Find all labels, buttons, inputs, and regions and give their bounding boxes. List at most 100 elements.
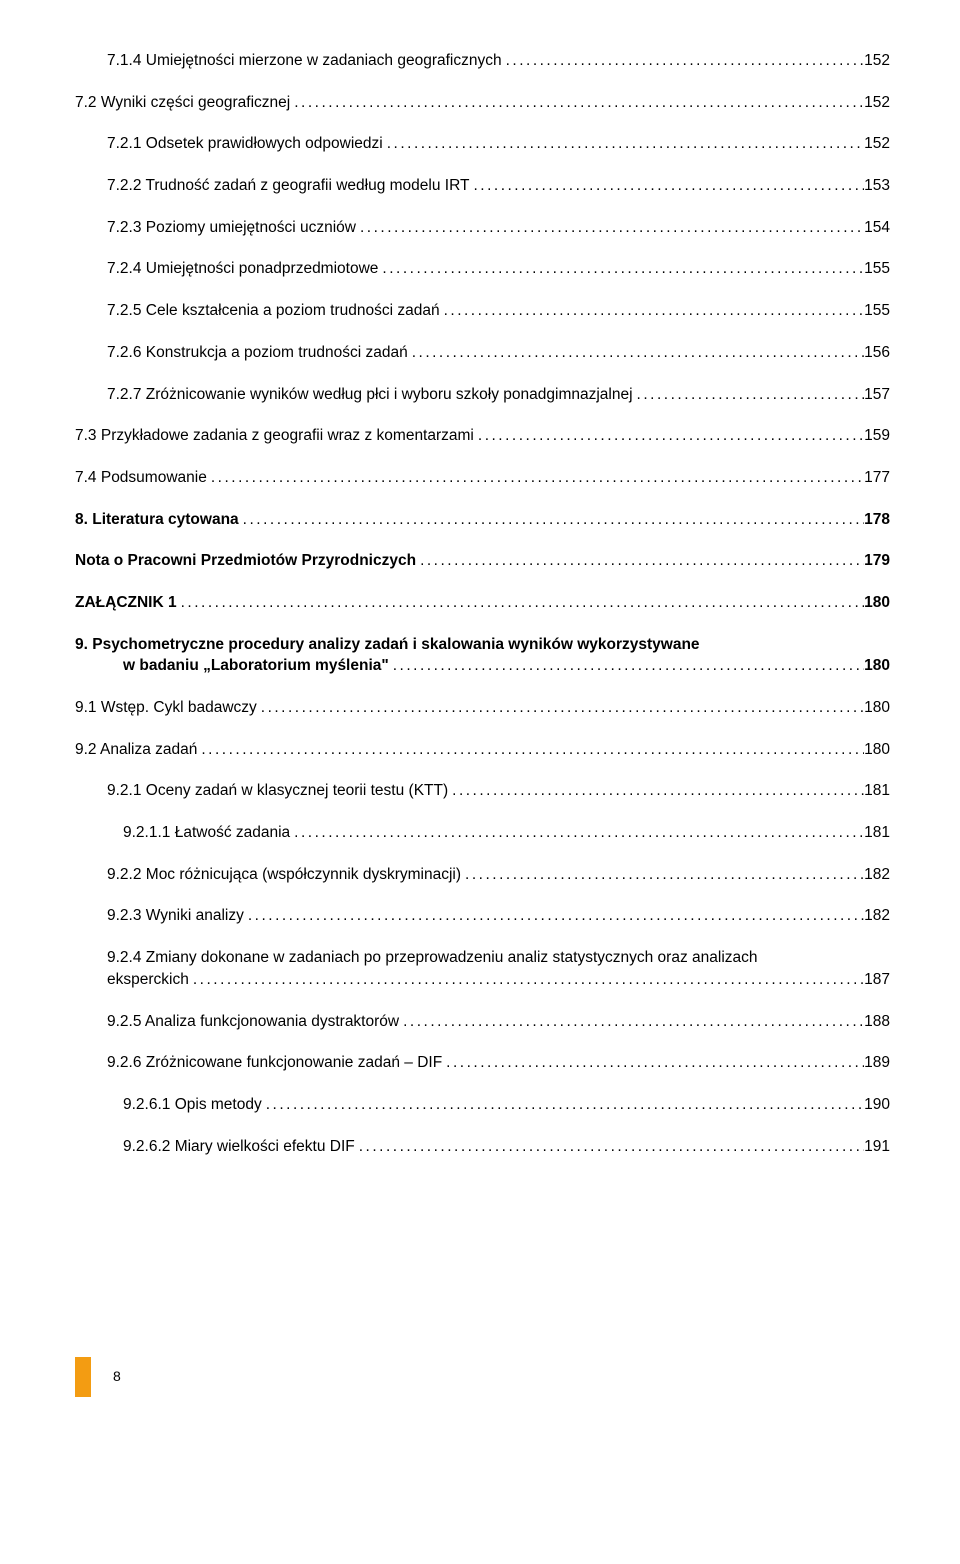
toc-entry-label: 9.2.1.1 Łatwość zadania [123, 822, 290, 844]
toc-entry-page: 180 [864, 697, 890, 719]
toc-entry: 7.3 Przykładowe zadania z geografii wraz… [75, 425, 890, 447]
toc-entry: 9.2.6.1 Opis metody 190 [123, 1094, 890, 1116]
toc-entry: 9.2.5 Analiza funkcjonowania dystraktoró… [107, 1011, 890, 1033]
toc-entry: 9.2.1.1 Łatwość zadania181 [123, 822, 890, 844]
toc-entry-page: 152 [864, 50, 890, 72]
toc-entry-label: 9.2.2 Moc różnicująca (współczynnik dysk… [107, 864, 461, 886]
toc-entry-label: 9.2.6.1 Opis metody [123, 1094, 262, 1116]
toc-entry-label: 7.2.6 Konstrukcja a poziom trudności zad… [107, 342, 408, 364]
toc-entry: 7.2.3 Poziomy umiejętności uczniów 154 [107, 217, 890, 239]
toc-leader-dots [378, 258, 864, 280]
toc-entry: 9.2.4 Zmiany dokonane w zadaniach po prz… [107, 947, 890, 990]
toc-entry: 7.2.4 Umiejętności ponadprzedmiotowe 155 [107, 258, 890, 280]
toc-entry-label: 7.2 Wyniki części geograficznej [75, 92, 290, 114]
toc-leader-dots [633, 384, 865, 406]
toc-entry-label: 7.2.1 Odsetek prawidłowych odpowiedzi [107, 133, 383, 155]
toc-entry-label: 9.2.6 Zróżnicowane funkcjonowanie zadań … [107, 1052, 442, 1074]
toc-leader-dots [399, 1011, 864, 1033]
toc-leader-dots [290, 92, 864, 114]
toc-entry-page: 152 [864, 92, 890, 114]
toc-entry: 8. Literatura cytowana 178 [75, 509, 890, 531]
toc-entry-label: 7.4 Podsumowanie [75, 467, 207, 489]
toc-entry-label: 8. Literatura cytowana [75, 509, 239, 531]
toc-leader-dots [461, 864, 864, 886]
toc-entry-page: 180 [864, 592, 890, 614]
toc-entry-page: 179 [864, 550, 890, 572]
toc-entry: 7.2.6 Konstrukcja a poziom trudności zad… [107, 342, 890, 364]
toc-entry: 7.1.4 Umiejętności mierzone w zadaniach … [107, 50, 890, 72]
toc-leader-dots [408, 342, 864, 364]
toc-entry-page: 156 [864, 342, 890, 364]
toc-leader-dots [440, 300, 865, 322]
toc-entry: 7.2.2 Trudność zadań z geografii według … [107, 175, 890, 197]
toc-entry-page: 190 [864, 1094, 890, 1116]
toc-entry-label: 7.1.4 Umiejętności mierzone w zadaniach … [107, 50, 502, 72]
toc-entry-page: 157 [864, 384, 890, 406]
toc-entry-label: 9.2 Analiza zadań [75, 739, 197, 761]
toc-leader-dots [189, 969, 864, 991]
toc-entry-label: 7.2.4 Umiejętności ponadprzedmiotowe [107, 258, 378, 280]
toc-entry-label: 7.2.2 Trudność zadań z geografii według … [107, 175, 469, 197]
toc-entry: 7.2.7 Zróżnicowanie wyników według płci … [107, 384, 890, 406]
toc-entry-page: 178 [864, 509, 890, 531]
toc-entry-page: 189 [864, 1052, 890, 1074]
toc-leader-dots [197, 739, 864, 761]
toc-leader-dots [383, 133, 864, 155]
toc-entry-label: w badaniu „Laboratorium myślenia" [123, 655, 389, 677]
toc-entry-page: 177 [864, 467, 890, 489]
toc-leader-dots [290, 822, 864, 844]
toc-entry: 9.2.6.2 Miary wielkości efektu DIF191 [123, 1136, 890, 1158]
toc-entry-label: 9.2.5 Analiza funkcjonowania dystraktoró… [107, 1011, 399, 1033]
toc-entry-page: 188 [864, 1011, 890, 1033]
toc-leader-dots [355, 1136, 864, 1158]
toc-entry-label: Nota o Pracowni Przedmiotów Przyrodniczy… [75, 550, 416, 572]
toc-entry-page: 159 [864, 425, 890, 447]
toc-leader-dots [448, 780, 864, 802]
page-footer: 8 [75, 1357, 890, 1397]
toc-entry-page: 152 [864, 133, 890, 155]
toc-entry-page: 154 [864, 217, 890, 239]
page-number: 8 [113, 1367, 121, 1387]
toc-entry-label: 7.2.3 Poziomy umiejętności uczniów [107, 217, 356, 239]
toc-entry: 9.2.3 Wyniki analizy 182 [107, 905, 890, 927]
toc-entry: 9.2.2 Moc różnicująca (współczynnik dysk… [107, 864, 890, 886]
toc-entry-label: ZAŁĄCZNIK 1 [75, 592, 177, 614]
toc-entry-page: 187 [864, 969, 890, 991]
toc-leader-dots [502, 50, 865, 72]
toc-leader-dots [207, 467, 864, 489]
toc-leader-dots [469, 175, 864, 197]
toc-leader-dots [416, 550, 864, 572]
toc-entry-page: 180 [864, 655, 890, 677]
toc-leader-dots [474, 425, 864, 447]
toc-entry-label: 7.2.5 Cele kształcenia a poziom trudnośc… [107, 300, 440, 322]
toc-entry: 9.2.1 Oceny zadań w klasycznej teorii te… [107, 780, 890, 802]
toc-entry-page: 182 [864, 864, 890, 886]
toc-entry-page: 153 [864, 175, 890, 197]
toc-leader-dots [244, 905, 864, 927]
toc-entry: 7.2 Wyniki części geograficznej 152 [75, 92, 890, 114]
accent-bar [75, 1357, 91, 1397]
toc-entry-page: 191 [864, 1136, 890, 1158]
toc-entry-label: 9.2.1 Oceny zadań w klasycznej teorii te… [107, 780, 448, 802]
toc-leader-dots [257, 697, 864, 719]
toc-entry: Nota o Pracowni Przedmiotów Przyrodniczy… [75, 550, 890, 572]
toc-leader-dots [262, 1094, 864, 1116]
table-of-contents: 7.1.4 Umiejętności mierzone w zadaniach … [75, 50, 890, 1157]
toc-entry-label: 9. Psychometryczne procedury analizy zad… [75, 634, 890, 656]
toc-entry: 7.4 Podsumowanie 177 [75, 467, 890, 489]
toc-entry-label: eksperckich [107, 969, 189, 991]
toc-entry-label: 7.2.7 Zróżnicowanie wyników według płci … [107, 384, 633, 406]
toc-entry: 9.2 Analiza zadań 180 [75, 739, 890, 761]
toc-entry: 7.2.1 Odsetek prawidłowych odpowiedzi 152 [107, 133, 890, 155]
toc-leader-dots [442, 1052, 864, 1074]
toc-entry-label: 9.2.3 Wyniki analizy [107, 905, 244, 927]
toc-entry-label: 9.2.4 Zmiany dokonane w zadaniach po prz… [107, 947, 890, 969]
toc-entry-label: 9.1 Wstęp. Cykl badawczy [75, 697, 257, 719]
toc-leader-dots [389, 655, 864, 677]
toc-leader-dots [177, 592, 865, 614]
toc-entry: 9.1 Wstęp. Cykl badawczy 180 [75, 697, 890, 719]
toc-entry-page: 182 [864, 905, 890, 927]
toc-entry-page: 155 [864, 258, 890, 280]
toc-entry-page: 180 [864, 739, 890, 761]
toc-entry: ZAŁĄCZNIK 1 180 [75, 592, 890, 614]
